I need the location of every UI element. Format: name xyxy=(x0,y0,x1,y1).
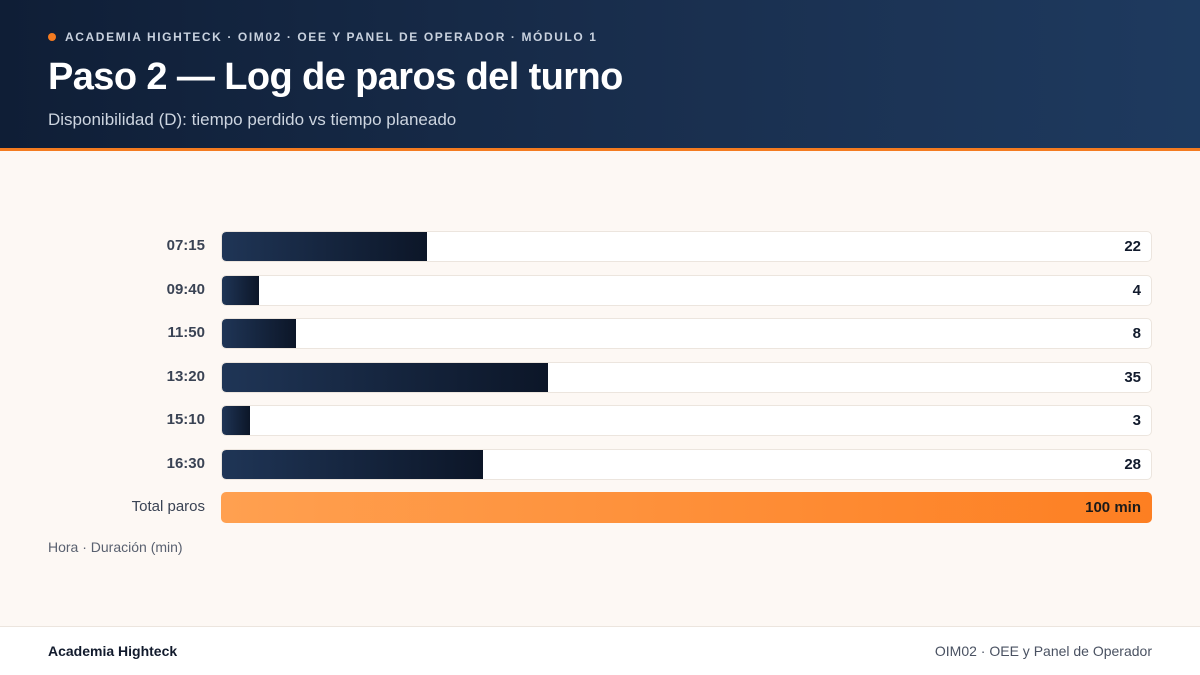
bar-track: 4 xyxy=(221,274,1152,306)
bar xyxy=(222,449,483,479)
total-value: 100 min xyxy=(1085,499,1141,516)
page-subtitle: Disponibilidad (D): tiempo perdido vs ti… xyxy=(48,110,457,129)
eyebrow-text: ACADEMIA HIGHTECK · OIM02 · OEE Y PANEL … xyxy=(65,30,598,44)
bar xyxy=(222,406,250,435)
total-bar: 100 min xyxy=(221,492,1152,523)
page-title: Paso 2 — Log de paros del turno xyxy=(48,56,623,98)
bar-value: 4 xyxy=(1132,281,1141,299)
category-label: 16:30 xyxy=(166,454,205,472)
bar xyxy=(222,362,548,392)
bar-value: 8 xyxy=(1132,325,1141,342)
accent-dot-icon xyxy=(48,33,56,41)
bar-track: 8 xyxy=(221,318,1152,349)
bar-value: 28 xyxy=(1124,455,1141,473)
bar xyxy=(222,275,260,305)
bar-track: 35 xyxy=(221,361,1152,393)
axis-caption: Hora · Duración (min) xyxy=(48,539,183,555)
bar-value: 22 xyxy=(1124,238,1141,255)
category-label: 13:20 xyxy=(166,367,205,385)
bar-track: 28 xyxy=(221,448,1152,480)
total-label: Total paros xyxy=(131,498,205,515)
bar xyxy=(222,232,427,261)
footer: Academia Highteck OIM02 · OEE y Panel de… xyxy=(0,626,1200,675)
header: ACADEMIA HIGHTECK · OIM02 · OEE Y PANEL … xyxy=(0,0,1200,151)
eyebrow: ACADEMIA HIGHTECK · OIM02 · OEE Y PANEL … xyxy=(48,30,598,44)
category-label: 09:40 xyxy=(166,280,205,298)
bar-track: 22 xyxy=(221,231,1152,262)
bar-chart: Total paros 100 min Hora · Duración (min… xyxy=(0,151,1200,626)
bar-track: 3 xyxy=(221,405,1152,436)
bar-value: 35 xyxy=(1124,368,1141,386)
bar-value: 3 xyxy=(1132,412,1141,429)
footer-brand: Academia Highteck xyxy=(48,643,178,659)
bar xyxy=(222,319,297,348)
footer-course: OIM02 · OEE y Panel de Operador xyxy=(934,643,1152,659)
category-label: 11:50 xyxy=(167,324,205,341)
category-label: 07:15 xyxy=(166,237,205,254)
category-label: 15:10 xyxy=(166,411,205,428)
